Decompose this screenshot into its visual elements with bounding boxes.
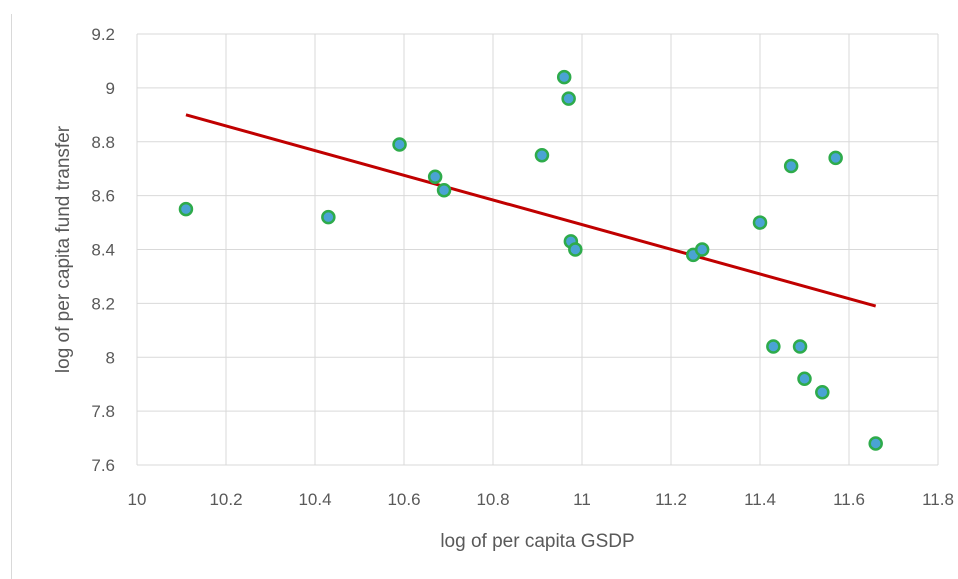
trendline bbox=[185, 113, 877, 308]
x-tick-label: 10.8 bbox=[476, 490, 509, 509]
data-point bbox=[815, 385, 830, 400]
y-tick-label: 7.8 bbox=[91, 402, 115, 421]
y-tick-label: 9.2 bbox=[91, 25, 115, 44]
x-tick-label: 10.2 bbox=[209, 490, 242, 509]
data-point bbox=[783, 158, 799, 174]
x-tick-labels: 10 10.2 10.4 10.6 10.8 11 11.2 11.4 11.6 11.8 bbox=[128, 490, 954, 509]
y-tick-labels: 7.6 7.8 8 8.2 8.4 8.6 8.8 9 9.2 bbox=[91, 25, 115, 475]
x-tick-label: 11 bbox=[573, 490, 591, 509]
data-point bbox=[534, 147, 550, 163]
data-point bbox=[392, 137, 407, 152]
data-point bbox=[568, 242, 583, 257]
data-point bbox=[868, 436, 883, 451]
data-points bbox=[178, 69, 883, 451]
data-point bbox=[436, 182, 452, 198]
x-tick-label: 11.8 bbox=[922, 490, 954, 509]
data-point bbox=[694, 242, 710, 257]
x-tick-label: 11.2 bbox=[655, 490, 687, 509]
x-tick-label: 11.6 bbox=[833, 490, 865, 509]
y-tick-label: 8.8 bbox=[91, 133, 115, 152]
y-tick-label: 8.2 bbox=[91, 294, 115, 313]
data-point bbox=[178, 201, 194, 217]
y-tick-label: 8.6 bbox=[91, 187, 115, 206]
grid-lines bbox=[136, 33, 939, 466]
chart-left-border bbox=[11, 14, 12, 579]
x-axis-title: log of per capita GSDP bbox=[440, 531, 634, 552]
data-point bbox=[561, 91, 576, 106]
y-tick-label: 9 bbox=[106, 79, 115, 98]
y-tick-label: 8 bbox=[106, 348, 115, 367]
x-tick-label: 10.4 bbox=[298, 490, 331, 509]
data-point bbox=[556, 69, 572, 85]
data-point bbox=[828, 150, 843, 166]
x-tick-label: 11.4 bbox=[744, 490, 776, 509]
y-tick-label: 7.6 bbox=[91, 456, 115, 475]
x-tick-label: 10.6 bbox=[387, 490, 420, 509]
data-point bbox=[797, 371, 812, 387]
data-point bbox=[427, 169, 443, 185]
y-axis-title: log of per capita fund transfer bbox=[53, 125, 74, 373]
data-point bbox=[321, 209, 336, 225]
x-tick-label: 10 bbox=[128, 490, 147, 509]
data-point bbox=[766, 339, 781, 354]
y-tick-label: 8.4 bbox=[91, 241, 115, 260]
data-point bbox=[752, 215, 768, 230]
data-point bbox=[792, 339, 808, 354]
